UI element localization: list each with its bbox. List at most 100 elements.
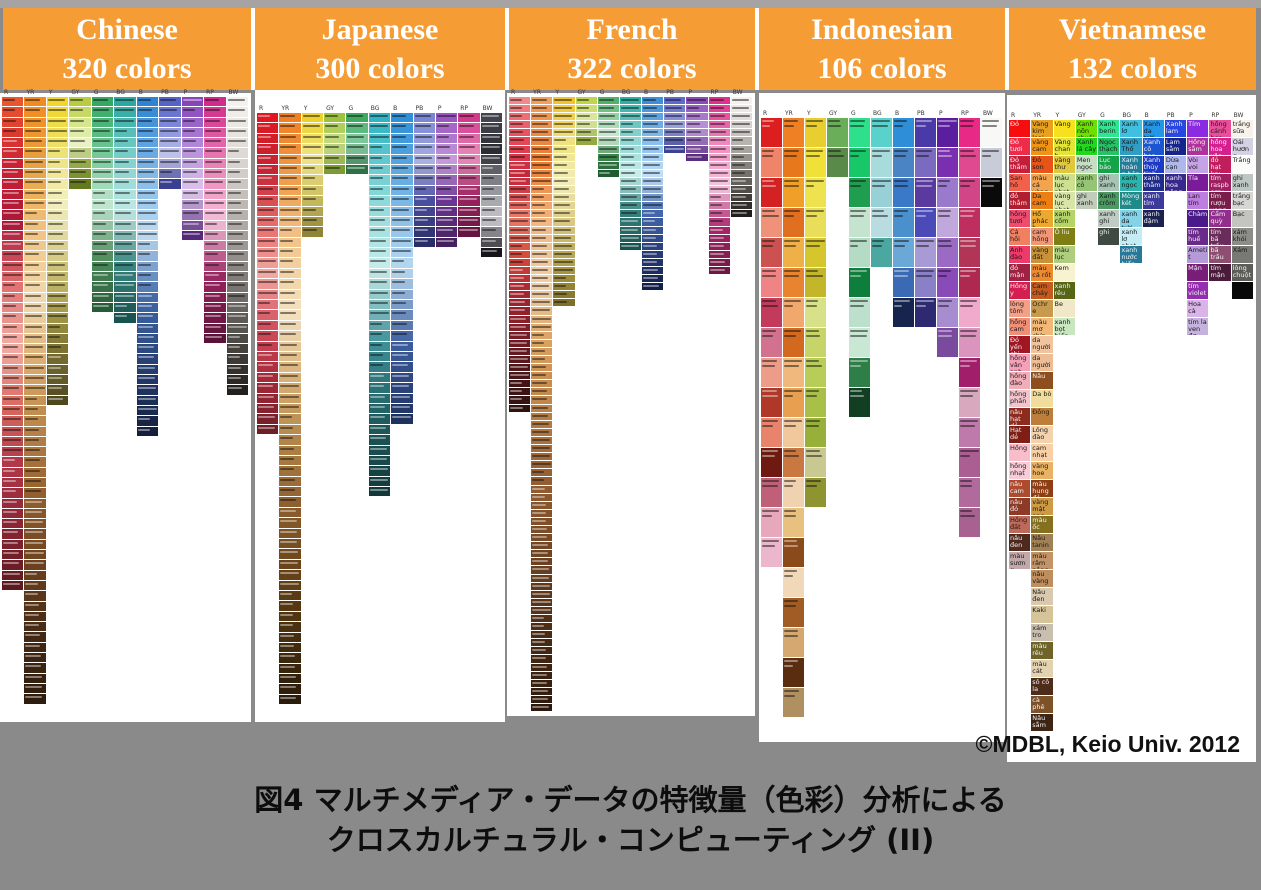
label-texture [510,244,522,247]
color-chip [642,250,664,258]
label-texture [532,576,550,579]
label-texture [280,489,296,492]
color-chip [730,137,752,145]
color-chip [204,261,226,272]
color-chip [531,323,553,331]
hue-label-YR: YR [26,89,35,96]
color-chip [531,242,553,250]
color-chip [761,148,782,177]
label-texture [70,119,84,122]
label-texture [182,140,196,143]
label-texture [960,480,972,482]
label-texture [47,109,66,112]
color-chip [458,154,480,164]
color-chip [531,704,553,712]
label-texture [227,171,241,174]
color-chip [301,113,324,123]
label-texture [960,330,977,332]
label-texture [25,377,45,380]
color-chip [553,250,575,258]
label-texture [598,99,614,101]
label-texture [258,187,273,190]
color-chip [368,310,391,320]
label-texture [459,125,474,128]
label-texture [3,500,17,503]
color-name-label: vàng mật ong [1032,498,1049,515]
label-texture [392,250,412,253]
color-chip [46,385,69,395]
color-chip [279,507,301,518]
label-texture [665,107,682,110]
label-texture [576,115,590,118]
copyright-text: ©MDBL, Keio Univ. 2012 [975,731,1240,757]
label-texture [598,107,615,110]
color-chip [2,560,24,570]
label-texture [762,155,774,157]
color-chip [368,351,391,362]
color-chip [159,148,181,158]
color-chip [480,175,502,185]
label-texture [916,210,934,212]
label-texture [938,300,952,302]
color-chip [24,148,46,158]
label-texture [25,603,39,606]
hue-label-BW: BW [983,110,993,117]
color-chip [226,323,248,333]
hue-label-R: R [4,89,9,96]
label-texture [554,277,566,280]
label-texture [510,99,522,101]
color-chip [368,476,391,487]
label-texture [532,511,546,514]
color-chip [226,127,248,138]
color-name-label: ghi xanh [1076,192,1093,208]
label-texture [205,274,220,277]
color-chip [531,671,553,679]
label-texture [3,479,16,482]
color-chip [204,189,226,199]
color-chip [391,310,413,320]
hue-label-BG: BG [621,89,631,96]
label-texture [3,243,21,246]
color-chip [413,227,435,237]
label-texture [806,185,815,187]
label-texture [532,495,546,498]
label-texture [25,418,39,421]
color-chip [204,107,226,117]
color-column-BW [480,113,502,258]
color-chip [458,227,480,237]
color-chip [509,396,531,404]
color-chip [46,241,69,251]
color-name-label: hồng hoa vân anh [1210,138,1227,155]
color-chip [24,354,46,364]
label-texture [510,398,523,401]
color-chip [114,127,136,138]
color-chip [159,117,181,127]
color-chip [435,113,458,123]
hue-label-Y: Y [807,110,811,117]
label-texture [916,245,929,247]
label-texture [709,252,725,255]
label-texture [369,166,383,169]
color-chip [368,164,391,175]
color-chip [279,435,301,445]
hue-header-row: R YR Y GY G BG B PB P RP BW [2,89,251,96]
label-texture [532,503,546,506]
label-texture [137,284,152,287]
label-texture [369,478,388,481]
label-texture [92,129,110,132]
label-texture [3,449,22,452]
label-texture [25,665,42,668]
color-chip [619,226,642,234]
label-texture [481,146,500,149]
color-chip [761,478,782,507]
label-texture [576,131,591,134]
color-chip [257,414,279,424]
label-texture [784,125,794,127]
label-texture [25,201,45,204]
label-texture [459,218,478,221]
label-texture [894,245,906,247]
label-texture [510,220,528,223]
hue-header-row: R YR Y GY G BG B PB P RP BW [761,110,1005,117]
label-texture [436,125,449,128]
label-texture [731,99,749,101]
